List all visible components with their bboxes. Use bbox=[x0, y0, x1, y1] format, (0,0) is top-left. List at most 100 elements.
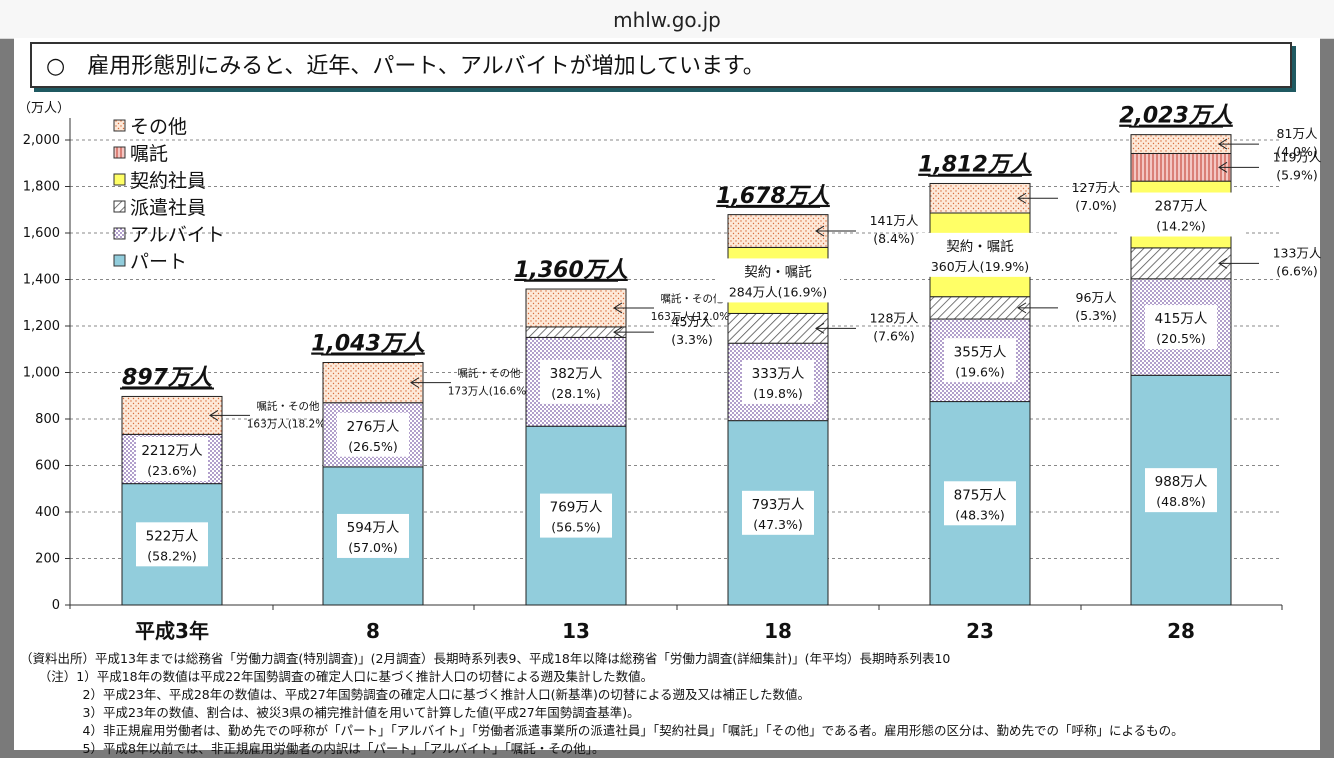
source-notes: （資料出所）平成13年までは総務省「労働力調査(特別調査)」(2月調査）長期時系… bbox=[20, 650, 1320, 758]
y-tick-label: 1,800 bbox=[23, 180, 60, 195]
value-label: 988万人 bbox=[1155, 474, 1208, 490]
bar-stack-0: 522万人 (58.2%) 2212万人 (23.6%) 嘱託・その他 163万人(18.… bbox=[120, 365, 330, 606]
callout-arrowhead bbox=[410, 377, 420, 389]
x-tick-label: 平成3年 bbox=[135, 619, 209, 643]
value-label-bg bbox=[337, 412, 409, 457]
value-percent-label: (23.6%) bbox=[147, 463, 196, 478]
x-tick-label: 28 bbox=[1167, 619, 1195, 643]
bar-segment-haken bbox=[727, 312, 829, 344]
legend-swatch bbox=[113, 227, 126, 240]
total-label: 1,360万人 bbox=[514, 258, 629, 283]
callout-label: 119万人 bbox=[1273, 149, 1322, 164]
callout-arrowhead bbox=[613, 326, 623, 338]
value-label-bg bbox=[918, 232, 1042, 277]
value-label: 契約・嘱託 bbox=[744, 264, 812, 280]
callout-label: 141万人 bbox=[870, 213, 919, 228]
y-tick-label: 400 bbox=[35, 505, 60, 520]
callout-percent-label: (5.9%) bbox=[1276, 167, 1318, 182]
value-percent-label: (19.6%) bbox=[955, 364, 1004, 379]
bar-stack-1: 594万人 (57.0%) 276万人 (26.5%) 嘱託・その他 173万人(16.6… bbox=[311, 332, 531, 606]
value-percent-label: (57.0%) bbox=[348, 540, 397, 555]
legend-swatch bbox=[113, 173, 126, 186]
callout-percent-label: (8.4%) bbox=[873, 231, 915, 246]
callout-label: 96万人 bbox=[1076, 290, 1117, 305]
total-label: 897万人 bbox=[122, 365, 213, 390]
callout-percent-label: 163万人(18.2%) bbox=[247, 418, 330, 430]
value-label: 382万人 bbox=[550, 366, 603, 382]
value-percent-label: (28.1%) bbox=[551, 386, 600, 401]
note-line: 3）平成23年の数値、割合は、被災3県の補完推計値を用いて計算した値(平成27年… bbox=[20, 705, 640, 720]
value-label-bg bbox=[1145, 468, 1217, 513]
url-text: mhlw.go.jp bbox=[613, 8, 721, 32]
bar-segment-haken bbox=[929, 296, 1031, 320]
legend-swatch bbox=[113, 146, 126, 159]
callout-label: 133万人 bbox=[1273, 245, 1322, 260]
callout-percent-label: (5.3%) bbox=[1075, 308, 1117, 323]
legend-label: その他 bbox=[130, 116, 187, 138]
total-label: 1,678万人 bbox=[716, 184, 831, 209]
value-percent-label: (47.3%) bbox=[753, 517, 802, 532]
gridlines bbox=[70, 139, 1282, 559]
x-tick-label: 13 bbox=[562, 619, 590, 643]
callout-label: 嘱託・その他 bbox=[458, 367, 521, 380]
value-label: 355万人 bbox=[954, 344, 1007, 360]
bar-segment-haken bbox=[525, 326, 627, 338]
stacked-bar-chart: （万人） 0 200 400 600 800 1,000 1,200 1,400 1,600 1,8… bbox=[18, 101, 1322, 643]
total-label: 1,043万人 bbox=[311, 332, 426, 357]
bar-stack-3: 793万人 (47.3%) 333万人 (19.8%) 128万人 (7.6%) 契約・嘱託… bbox=[716, 184, 919, 606]
bar-segment-sonota bbox=[727, 214, 829, 248]
bar-segment-sonota bbox=[322, 362, 424, 404]
y-tick-label: 2,000 bbox=[23, 133, 60, 148]
value-label: 287万人 bbox=[1155, 199, 1208, 215]
callout-arrowhead bbox=[209, 409, 219, 421]
callout-arrowhead bbox=[1218, 257, 1228, 269]
bar-stack-5: 988万人 (48.8%) 415万人 (20.5%) 133万人 (6.6%) 287万人… bbox=[1119, 104, 1322, 606]
document-page bbox=[14, 38, 1320, 750]
value-label: 769万人 bbox=[550, 500, 603, 516]
callout-percent-label: (7.0%) bbox=[1075, 198, 1117, 213]
value-label: 875万人 bbox=[954, 487, 1007, 503]
value-label-bg bbox=[944, 338, 1016, 383]
callout-arrowhead bbox=[1017, 192, 1027, 204]
value-label-bg bbox=[742, 359, 814, 404]
y-tick-label: 200 bbox=[35, 552, 60, 567]
value-label: 415万人 bbox=[1155, 311, 1208, 327]
callout-label: 81万人 bbox=[1277, 126, 1318, 141]
bar-segment-sonota bbox=[1130, 134, 1232, 154]
bar-segment-sonota bbox=[525, 288, 627, 328]
legend-swatch bbox=[113, 119, 126, 132]
note-line: 5）平成8年以前では、非正規雇用労働者の内訳は「パート」「アルバイト」「嘱託・そ… bbox=[20, 741, 605, 756]
value-label: 契約・嘱託 bbox=[946, 239, 1014, 255]
value-label: 2212万人 bbox=[141, 443, 203, 459]
callout-arrowhead bbox=[613, 302, 623, 314]
value-label-bg bbox=[742, 490, 814, 535]
x-tick-label: 23 bbox=[966, 619, 994, 643]
bar-segment-sonota bbox=[121, 395, 223, 435]
legend-swatch bbox=[113, 254, 126, 267]
bar-stack-2: 769万人 (56.5%) 382万人 (28.1%) 45万人 (3.3%) 嘱託・その他… bbox=[514, 258, 733, 606]
value-percent-label: (14.2%) bbox=[1156, 219, 1205, 234]
value-label-bg bbox=[1119, 192, 1243, 237]
value-label-bg bbox=[1145, 305, 1217, 350]
headline-text: ○ 雇用形態別にみると、近年、パート、アルバイトが増加しています。 bbox=[46, 54, 765, 79]
callout-percent-label: (7.6%) bbox=[873, 328, 915, 343]
value-percent-label: (19.8%) bbox=[753, 386, 802, 401]
callout-label: 127万人 bbox=[1072, 180, 1121, 195]
callout-percent-label: 173万人(16.6%) bbox=[448, 386, 531, 398]
value-label-bg bbox=[337, 513, 409, 558]
callout-arrowhead bbox=[1017, 302, 1027, 314]
legend-label: アルバイト bbox=[130, 224, 225, 246]
bars: 522万人 (58.2%) 2212万人 (23.6%) 嘱託・その他 163万人(18.… bbox=[120, 104, 1322, 606]
value-label: 522万人 bbox=[146, 528, 199, 544]
legend-label: 派遣社員 bbox=[130, 197, 206, 219]
y-tick-label: 800 bbox=[35, 412, 60, 427]
value-percent-label: (48.8%) bbox=[1156, 494, 1205, 509]
value-percent-label: (48.3%) bbox=[955, 507, 1004, 522]
callout-percent-label: (6.6%) bbox=[1276, 263, 1318, 278]
note-line: （注）1）平成18年の数値は平成22年国勢調査の確定人口に基づく推計人口の切替に… bbox=[20, 669, 654, 684]
callout-percent-label: (4.0%) bbox=[1276, 144, 1318, 159]
x-tick-label: 18 bbox=[764, 619, 792, 643]
y-axis-unit: （万人） bbox=[18, 101, 70, 116]
callout-arrowhead bbox=[815, 225, 825, 237]
callout-arrowhead bbox=[815, 322, 825, 334]
